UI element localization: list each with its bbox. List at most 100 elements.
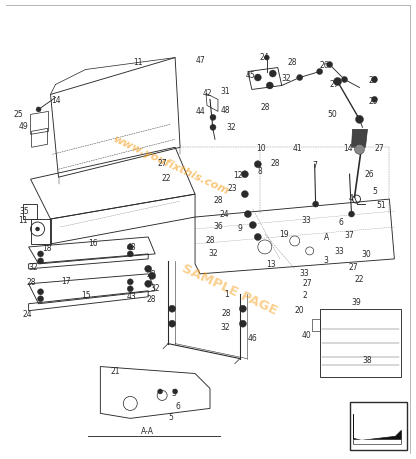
Circle shape [239,320,246,327]
Text: 29: 29 [369,76,378,85]
Text: 27: 27 [157,158,167,168]
Text: 31: 31 [220,87,230,96]
Circle shape [264,56,269,61]
Circle shape [127,244,133,250]
Text: 28: 28 [27,278,36,287]
Circle shape [37,289,44,295]
Text: 16: 16 [89,239,98,248]
Text: 24: 24 [259,53,269,62]
Text: 15: 15 [82,291,91,300]
Text: 32: 32 [150,284,160,293]
Circle shape [145,281,152,288]
Circle shape [149,273,156,280]
Polygon shape [352,130,367,148]
Text: 51: 51 [376,200,386,209]
Polygon shape [354,440,401,444]
Circle shape [127,252,133,257]
Text: 27: 27 [375,144,384,152]
Text: 28: 28 [221,308,231,318]
Text: www.youfixthis.com: www.youfixthis.com [111,134,230,196]
Circle shape [168,320,176,327]
Text: 27: 27 [303,279,312,288]
Text: 27: 27 [330,80,339,89]
Text: 5: 5 [168,412,173,421]
Polygon shape [354,414,401,444]
Text: 46: 46 [248,333,258,342]
Circle shape [127,279,133,285]
Circle shape [239,306,246,313]
Text: 5: 5 [372,186,377,195]
Text: 11: 11 [18,215,27,224]
Text: 8: 8 [258,166,262,175]
Text: 14: 14 [343,144,352,152]
Text: 43: 43 [126,291,136,301]
Text: 4: 4 [349,193,354,202]
Text: 22: 22 [161,174,171,182]
Text: 49: 49 [19,122,28,130]
Circle shape [356,116,364,124]
Circle shape [327,62,332,68]
Text: 33: 33 [302,215,312,224]
Text: 28: 28 [260,103,270,112]
Circle shape [313,202,319,207]
Text: 6: 6 [176,401,181,410]
Text: 28: 28 [205,236,215,245]
Text: 6: 6 [338,217,343,226]
Text: 43: 43 [126,243,136,252]
Text: 37: 37 [344,231,354,240]
Circle shape [297,75,303,81]
Text: 48: 48 [220,106,230,115]
Text: 27: 27 [349,263,358,272]
Circle shape [241,191,248,198]
Text: 10: 10 [256,144,266,152]
Circle shape [37,296,44,302]
Text: A-A: A-A [141,426,154,435]
Circle shape [254,162,261,168]
Text: 21: 21 [111,366,120,375]
Text: 28: 28 [288,58,297,67]
Text: 42: 42 [202,89,212,98]
Circle shape [37,258,44,264]
Text: 24: 24 [23,309,32,319]
Text: 30: 30 [362,250,371,259]
Circle shape [254,234,261,241]
Circle shape [36,228,40,231]
Circle shape [168,306,176,313]
Text: 44: 44 [195,106,205,116]
Text: 45: 45 [246,71,256,80]
Circle shape [371,97,377,103]
Text: 12: 12 [233,170,243,179]
Text: 50: 50 [328,110,337,118]
Text: 9: 9 [238,223,243,232]
Circle shape [244,211,251,218]
Circle shape [349,212,354,218]
Circle shape [334,78,342,86]
Circle shape [317,69,323,75]
Text: 32: 32 [226,123,236,132]
Text: 28: 28 [146,270,156,279]
Text: 29: 29 [369,97,378,106]
Circle shape [158,389,163,394]
Circle shape [371,78,377,84]
Text: 2: 2 [302,291,307,300]
Text: 13: 13 [266,260,276,269]
Text: 18: 18 [42,244,51,253]
Text: 25: 25 [14,110,23,118]
Text: 47: 47 [195,56,205,65]
Circle shape [210,115,216,121]
Text: 38: 38 [363,355,372,364]
Text: 3: 3 [172,388,176,397]
Text: 28: 28 [270,158,280,168]
Text: 14: 14 [52,96,61,105]
Text: 23: 23 [227,183,237,192]
Text: 28: 28 [213,195,223,204]
Text: 1: 1 [225,290,229,299]
Circle shape [241,171,248,178]
Text: 28: 28 [146,295,156,303]
Text: 19: 19 [279,230,289,239]
Circle shape [36,108,41,112]
Text: 35: 35 [20,206,30,215]
Text: 32: 32 [281,74,290,83]
Circle shape [210,125,216,131]
Text: 3: 3 [323,256,328,265]
